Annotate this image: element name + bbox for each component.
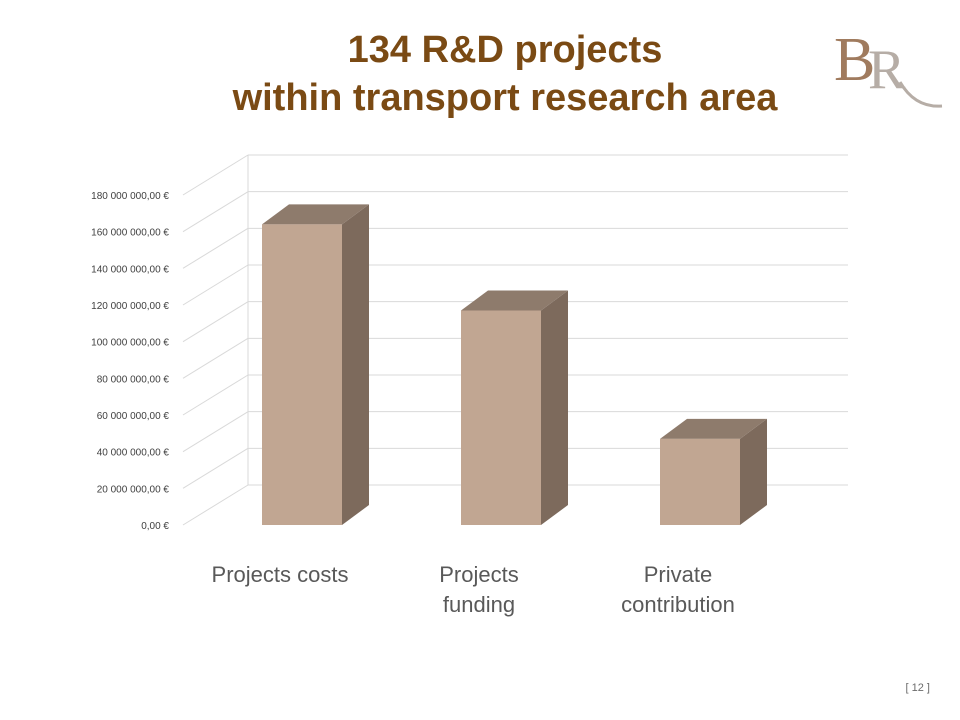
bar-top <box>262 204 369 225</box>
title-line-2: within transport research area <box>232 77 778 119</box>
bars <box>262 204 767 525</box>
bar <box>660 418 767 525</box>
bar <box>461 290 568 525</box>
grid-floor-line <box>182 337 249 379</box>
y-tick-label: 80 000 000,00 € <box>97 374 170 385</box>
y-tick-label: 180 000 000,00 € <box>91 191 169 202</box>
x-tick-label: Projects costs <box>212 562 349 587</box>
x-tick-label-line: Projects costs <box>212 562 349 587</box>
y-tick-label: 120 000 000,00 € <box>91 301 169 312</box>
grid-floor-line <box>182 154 249 196</box>
y-tick-label: 160 000 000,00 € <box>91 228 169 239</box>
y-tick-label: 0,00 € <box>141 521 169 532</box>
grid-floor-line <box>182 447 249 489</box>
y-tick-label: 100 000 000,00 € <box>91 338 169 349</box>
grid-floor-line <box>182 301 249 343</box>
x-axis-labels: Projects costs Projects funding Private cont… <box>212 562 735 617</box>
x-tick-label: Private contribution <box>621 562 735 617</box>
x-tick-label-line: funding <box>443 592 515 617</box>
x-tick-label: Projects funding <box>439 562 518 617</box>
y-axis-ticks: 0,00 € 20 000 000,00 € 40 000 000,00 € 60 0… <box>91 191 169 532</box>
grid-floor-line <box>182 374 249 416</box>
bar-side <box>342 204 369 525</box>
page-number: [ 12 ] <box>905 682 930 694</box>
grid-floor-line <box>182 227 249 269</box>
bar <box>262 204 369 525</box>
y-tick-label: 40 000 000,00 € <box>97 448 170 459</box>
bar-side <box>541 290 568 525</box>
y-tick-label: 20 000 000,00 € <box>97 484 170 495</box>
x-tick-label-line: Private <box>644 562 712 587</box>
bar-top <box>461 290 568 311</box>
bar-chart: 0,00 € 20 000 000,00 € 40 000 000,00 € 60 0… <box>91 154 848 617</box>
title-line-1: 134 R&D projects <box>347 29 663 71</box>
bar-front <box>461 310 541 525</box>
y-tick-label: 140 000 000,00 € <box>91 264 169 275</box>
grid-floor-line <box>182 191 249 233</box>
grid-floor-line <box>182 264 249 306</box>
x-tick-label-line: contribution <box>621 592 735 617</box>
y-tick-label: 60 000 000,00 € <box>97 411 170 422</box>
grid-floor-line <box>182 411 249 453</box>
bar-side <box>740 418 767 525</box>
br-logo: B R <box>834 26 943 108</box>
grid-floor-line <box>182 484 249 526</box>
x-tick-label-line: Projects <box>439 562 518 587</box>
slide-title: 134 R&D projects within transport resear… <box>0 26 960 122</box>
bar-top <box>660 418 767 439</box>
logo-swash <box>898 81 943 108</box>
logo-letter-r: R <box>868 39 906 101</box>
bar-front <box>660 438 740 525</box>
bar-front <box>262 224 342 525</box>
